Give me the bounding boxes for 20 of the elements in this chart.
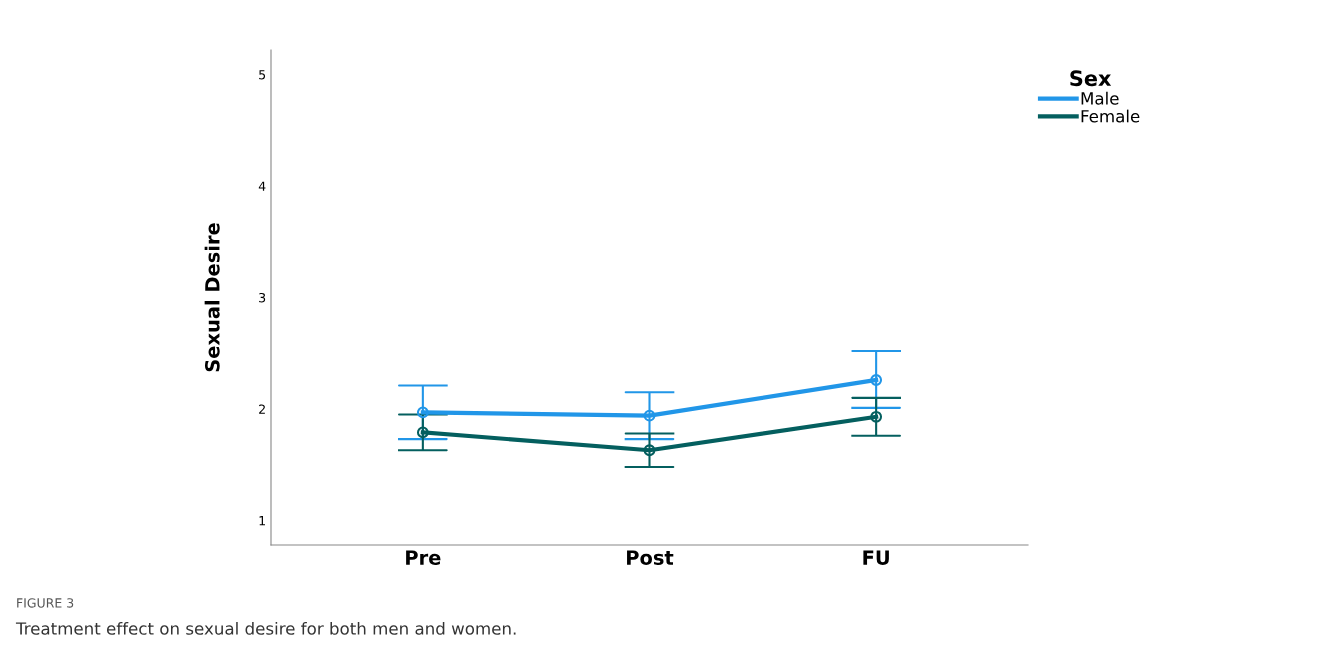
text: Treatment effect on sexual desire for both men and women.: [15, 621, 516, 635]
point: [416, 406, 429, 419]
legend-title: Sex: [1070, 70, 1112, 87]
y-tick-label: 4: [258, 181, 266, 191]
x-tick-label: Pre: [406, 550, 441, 565]
y-axis-title: Sexual Desire: [204, 223, 220, 372]
point: [870, 410, 883, 423]
legend-label: Female: [1081, 109, 1140, 123]
point: [643, 409, 656, 422]
point: [870, 374, 883, 386]
legend-label: Male: [1081, 91, 1119, 105]
caption: FIGURE 3: [17, 598, 74, 608]
y-tick-label: 3: [259, 292, 266, 303]
point: [643, 444, 656, 457]
point: [416, 426, 429, 439]
y-tick-label: 2: [259, 404, 265, 414]
x-tick-label: FU: [863, 550, 889, 565]
y-tick-label: 1: [259, 516, 265, 526]
x-tick-label: Post: [627, 550, 674, 565]
y-tick-label: 5: [259, 70, 266, 80]
